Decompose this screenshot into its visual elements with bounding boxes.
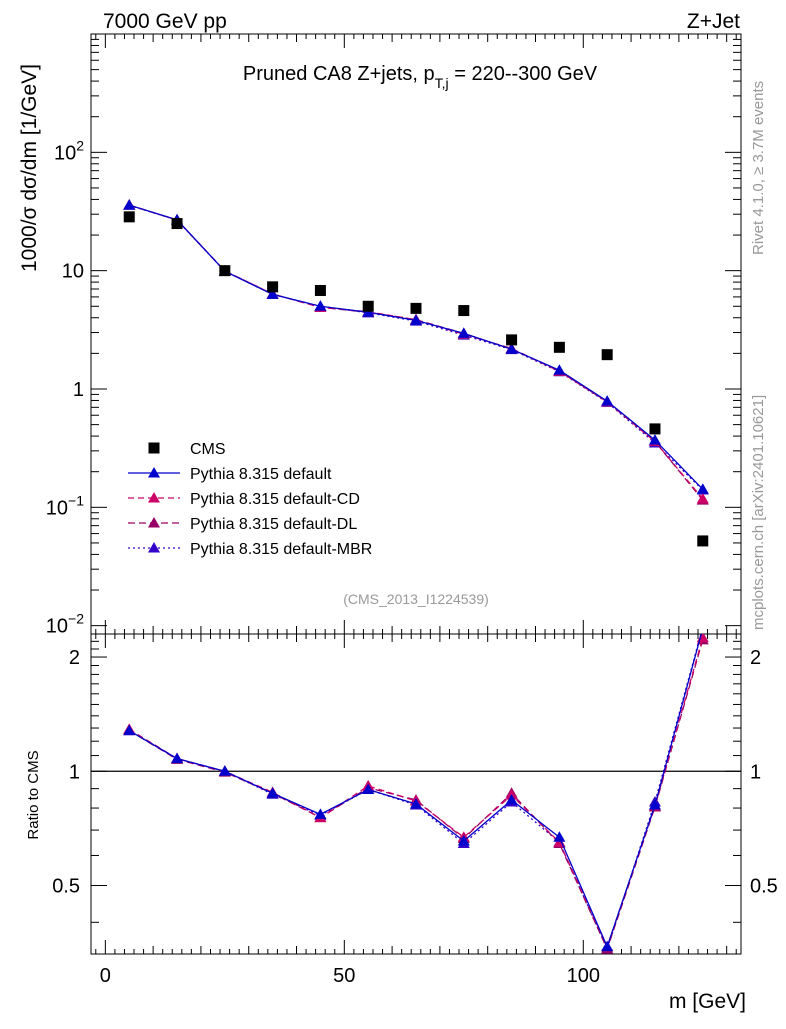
ratio-marker-default: [314, 808, 327, 819]
ratio-marker-default: [505, 794, 518, 805]
data-point-cms: [219, 265, 231, 277]
data-point-cms: [553, 341, 565, 353]
y-tick-base: 10: [46, 616, 68, 638]
legend: CMS Pythia 8.315 default Pythia 8.315 defa…: [128, 441, 372, 558]
y-tick-exponent: −2: [68, 611, 84, 627]
ratio-marker-default: [171, 752, 184, 764]
data-point-cms: [458, 305, 470, 317]
y-tick-label-ratio-right: 0.5: [750, 876, 778, 898]
header-right: Z+Jet: [687, 10, 740, 33]
ratio-marker-default: [218, 765, 231, 776]
data-point-cms: [649, 423, 661, 435]
ratio-marker-default: [123, 724, 136, 736]
y-tick-exponent: −1: [68, 492, 84, 508]
x-tick-label: 100: [567, 965, 600, 987]
side-label-mcplots: mcplots.cern.ch [arXiv:2401.10621]: [750, 395, 767, 630]
data-point-cms: [410, 302, 422, 314]
y-tick-label-top: 102: [54, 137, 84, 164]
mc-marker-default: [553, 364, 566, 375]
mc-marker-default: [123, 199, 136, 210]
ratio-marker-default: [648, 798, 661, 810]
ratio-panel-series: [123, 621, 709, 954]
ratio-marker-default: [362, 783, 375, 795]
y-tick-exponent: 2: [76, 137, 84, 153]
ratio-marker-mbr: [697, 621, 709, 632]
y-tick-label-ratio: 0.5: [52, 876, 80, 898]
y-tick-label-ratio: 1: [69, 761, 80, 783]
y-tick-label-top: 1: [73, 379, 84, 401]
y-tick-base: 10: [46, 497, 68, 519]
data-point-cms: [171, 218, 183, 230]
legend-label-data: CMS: [190, 441, 226, 458]
mc-marker-default: [410, 314, 422, 325]
ratio-marker-default: [457, 835, 470, 846]
ratio-marker-default: [410, 797, 422, 809]
data-point-cms: [362, 300, 374, 312]
plot-title: Pruned CA8 Z+jets, pT,j = 220--300 GeV: [243, 63, 598, 91]
ratio-line-cd: [128, 637, 704, 949]
legend-marker-default: [148, 467, 160, 478]
mc-marker-default: [457, 327, 470, 338]
legend-marker-cd: [148, 492, 160, 503]
ratio-marker-default: [553, 831, 566, 842]
y-tick-label-ratio-right: 1: [750, 761, 761, 783]
mc-marker-default: [648, 434, 661, 445]
analysis-id: (CMS_2013_I1224539): [343, 591, 489, 607]
legend-label-default: Pythia 8.315 default: [190, 466, 332, 483]
data-point-cms: [314, 284, 326, 296]
data-point-cms: [123, 211, 135, 223]
y-tick-label-top: 10−2: [46, 611, 84, 638]
mc-marker-cd: [696, 492, 709, 504]
plot-title-main: Pruned CA8 Z+jets, p: [243, 63, 435, 85]
y-tick-base: 10: [54, 142, 76, 164]
ratio-panel-frame: [90, 633, 742, 955]
ratio-line-mbr: [128, 634, 702, 951]
top-panel-series: [123, 198, 709, 547]
data-point-cms: [267, 281, 279, 293]
mc-marker-default: [601, 395, 614, 406]
legend-label-mbr: Pythia 8.315 default-MBR: [190, 541, 372, 558]
y-axis-label-top: 1000/σ dσ/dm [1/GeV]: [18, 64, 41, 272]
legend-label-dl: Pythia 8.315 default-DL: [190, 516, 357, 533]
ratio-marker-default: [697, 622, 709, 633]
ratio-marker-cd: [696, 634, 709, 643]
data-point-cms: [697, 535, 709, 547]
legend-marker-mbr: [148, 542, 160, 553]
legend-marker-cms: [148, 442, 160, 454]
plot-title-subscript: T,j: [435, 75, 449, 91]
top-panel-frame: [90, 33, 742, 635]
x-tick-label: 50: [333, 965, 355, 987]
side-label-rivet: Rivet 4.1.0, ≥ 3.7M events: [750, 81, 767, 255]
y-tick-label-top: 10: [62, 261, 84, 283]
x-tick-label: 0: [100, 965, 111, 987]
mc-marker-default: [696, 483, 709, 494]
legend-label-cd: Pythia 8.315 default-CD: [190, 491, 360, 508]
data-point-cms: [601, 349, 613, 361]
y-axis-label-ratio: Ratio to CMS: [25, 750, 42, 839]
y-tick-label-top: 10−1: [46, 492, 84, 519]
data-point-cms: [506, 334, 518, 346]
mc-marker-default: [314, 300, 327, 311]
x-axis-label: m [GeV]: [669, 990, 746, 1013]
legend-marker-dl: [148, 517, 160, 528]
y-tick-label-ratio: 2: [69, 647, 80, 669]
mc-marker-default: [505, 343, 518, 354]
ratio-marker-default: [601, 940, 614, 952]
mc-marker-default: [266, 288, 279, 299]
y-tick-label-ratio-right: 2: [750, 647, 761, 669]
header-left: 7000 GeV pp: [103, 10, 227, 33]
ratio-line-default: [128, 634, 702, 949]
plot-title-tail: = 220--300 GeV: [449, 63, 598, 85]
ratio-marker-default: [266, 787, 279, 798]
